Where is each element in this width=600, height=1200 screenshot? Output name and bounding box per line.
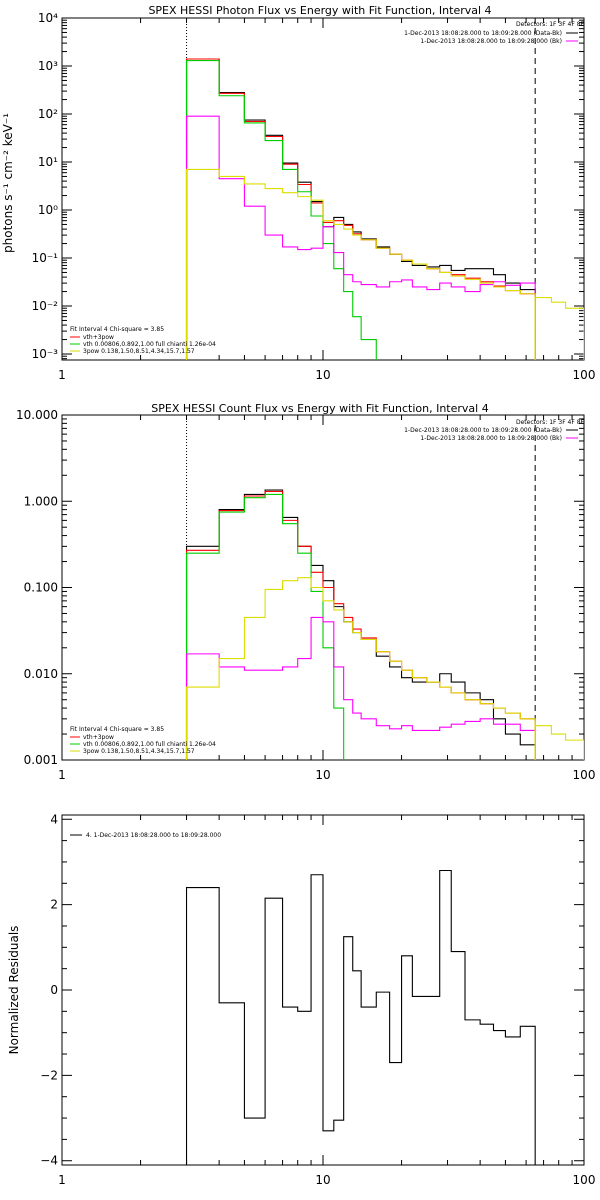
fit-legend-header: Fit Interval 4 Chi-square = 3.85 [70, 726, 164, 733]
y-tick-label: 10.000 [16, 408, 58, 422]
fit-legend-entry-label: vth 0.00806,0.892,1.00 full chianti 1.26… [83, 741, 216, 748]
y-tick-label: 10² [38, 107, 58, 121]
series-line [185, 869, 536, 1165]
y-tick-label: 0 [50, 983, 58, 997]
y-tick-label: 1.000 [24, 494, 58, 508]
series-line [185, 577, 536, 760]
series-line [185, 493, 354, 760]
series-line [534, 297, 584, 360]
y-axis-label: Normalized Residuals [7, 926, 21, 1055]
fit-legend-entry-label: 3pow 0.138,1.50,8.51,4.34,15.7,1.57 [83, 748, 195, 755]
series-line [185, 58, 536, 360]
y-tick-label: −2 [40, 1068, 58, 1082]
series-line [534, 725, 584, 760]
y-tick-label: 10⁰ [38, 203, 58, 217]
x-tick-label: 100 [573, 768, 596, 782]
x-tick-label: 100 [573, 1173, 596, 1187]
series-line [185, 490, 536, 760]
y-tick-label: 10⁻² [32, 299, 59, 313]
y-tick-label: 2 [50, 898, 58, 912]
series-line [185, 489, 536, 760]
legend-entry-label: 1-Dec-2013 18:08:28.000 to 18:09:28.000 … [420, 435, 562, 442]
y-tick-label: 10¹ [38, 155, 58, 169]
x-tick-label: 1 [58, 768, 66, 782]
fit-legend-entry-label: vth 0.00806,0.892,1.00 full chianti 1.26… [83, 341, 216, 348]
series-line [185, 115, 536, 360]
fit-legend-header: Fit Interval 4 Chi-square = 3.85 [70, 326, 164, 333]
legend-entry-label: 1-Dec-2013 18:08:28.000 to 18:09:28.000 … [420, 38, 562, 45]
x-tick-label: 10 [315, 1173, 330, 1187]
x-tick-label: 100 [573, 368, 596, 382]
series-line [185, 616, 536, 760]
y-tick-label: 10³ [38, 59, 58, 73]
residuals-panel: Normalized Residuals 1 10 100 −4 −2 0 2 4 4. 1-D… [7, 812, 595, 1187]
legend-header: Detectors: 1F 3F 4F 8F [516, 21, 585, 28]
series-line [185, 58, 536, 360]
series-line [185, 59, 391, 360]
legend-entry-label: 1-Dec-2013 18:08:28.000 to 18:09:28.000 … [404, 30, 562, 37]
y-tick-label: 10⁻¹ [32, 251, 59, 265]
fit-legend-entry-label: 3pow 0.138,1.50,8.51,4.34,15.7,1.57 [83, 348, 195, 355]
legend-entry-label: 1-Dec-2013 18:08:28.000 to 18:09:28.000 … [404, 427, 562, 434]
x-tick-label: 1 [58, 1173, 66, 1187]
legend-header: Detectors: 1F 3F 4F 8F [516, 419, 585, 426]
y-tick-label: 10⁻³ [32, 347, 59, 361]
x-tick-label: 10 [315, 768, 330, 782]
photon-flux-panel: SPEX HESSI Photon Flux vs Energy with Fi… [1, 4, 595, 382]
plot-frame [61, 17, 585, 361]
y-tick-label: 0.100 [24, 581, 58, 595]
x-tick-label: 10 [315, 368, 330, 382]
y-tick-label: 0.010 [24, 667, 58, 681]
y-tick-label: −4 [40, 1154, 58, 1168]
chart-title: SPEX HESSI Photon Flux vs Energy with Fi… [148, 4, 491, 17]
y-axis-label: photons s⁻¹ cm⁻² keV⁻¹ [1, 113, 15, 253]
legend-entry-label: 4. 1-Dec-2013 18:08:28.000 to 18:09:28.0… [86, 832, 221, 839]
fit-legend-entry-label: vth+3pow [83, 734, 114, 741]
chart-title: SPEX HESSI Count Flux vs Energy with Fit… [151, 402, 488, 415]
fit-legend-entry-label: vth+3pow [83, 334, 114, 341]
y-tick-label: 4 [50, 812, 58, 826]
count-flux-panel: SPEX HESSI Count Flux vs Energy with Fit… [16, 402, 595, 782]
x-tick-label: 1 [58, 368, 66, 382]
y-tick-label: 0.001 [24, 753, 58, 767]
y-tick-label: 10⁴ [38, 11, 58, 25]
series-line [185, 168, 536, 360]
